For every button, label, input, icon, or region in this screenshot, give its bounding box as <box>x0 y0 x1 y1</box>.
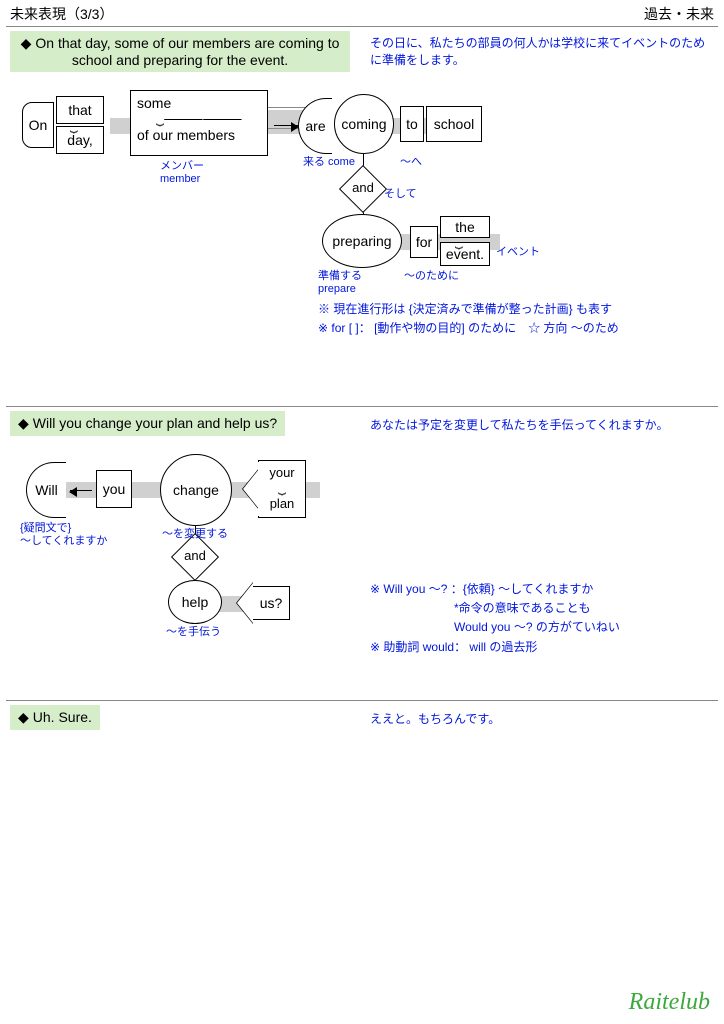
word-some: some <box>137 95 171 111</box>
word-will: Will <box>26 462 66 518</box>
sentence-2-english: Will you change your plan and help us? <box>10 411 285 436</box>
arrow-right <box>274 125 298 126</box>
label-gimon: {疑問文で} 〜してくれますか <box>20 522 107 548</box>
sentence-1-jp: その日に、私たちの部員の何人かは学校に来てイベントのために準備をします。 <box>370 35 710 69</box>
label-event: イベント <box>496 246 540 259</box>
sentence-3-english: Uh. Sure. <box>10 705 100 730</box>
word-and-2: and <box>178 540 212 574</box>
sentence-1: On that day, some of our members are com… <box>0 27 724 336</box>
curly: ⏟ <box>455 234 463 250</box>
label-come: 来る come <box>303 156 355 169</box>
word-and: and <box>346 172 380 206</box>
label-he: 〜へ <box>400 156 422 169</box>
word-the: the <box>440 216 490 238</box>
sentence-1-english: On that day, some of our members are com… <box>10 31 350 72</box>
label-member: メンバーmember <box>160 160 204 186</box>
label-prepare: 準備するprepare <box>318 270 362 296</box>
sentence-2-jp: あなたは予定を変更して私たちを手伝ってくれますか。 <box>370 417 710 434</box>
label-tame: 〜のために <box>404 270 459 283</box>
word-us: us? <box>252 586 290 620</box>
label-henkou: 〜を変更する <box>162 528 228 541</box>
note-2: ※ Will you 〜? ：{依頼} 〜してくれますか *命令の意味であること… <box>370 580 620 657</box>
word-school: school <box>426 106 482 142</box>
footer-logo: Raitelub <box>629 989 710 1016</box>
note-1: ※ 現在進行形は {決定済みで準備が整った計画} も表す ※ for [ ]： … <box>318 300 619 338</box>
sentence-2: Will you change your plan and help us? あ… <box>0 407 724 700</box>
word-some-box: some ⏟⸻⸻ of our members <box>130 90 268 156</box>
word-that: that <box>56 96 104 124</box>
word-change: change <box>160 454 232 526</box>
word-preparing: preparing <box>322 214 402 268</box>
arrow-left <box>70 490 92 491</box>
word-your-plan: your ⏟ plan <box>258 460 306 518</box>
label-soshite: そして <box>384 188 417 201</box>
diagram-2: Will you change 〜を変更する your ⏟ plan {疑問文で… <box>0 440 724 700</box>
word-of-members: of our members <box>137 127 235 143</box>
sentence-3-jp: ええと。もちろんです。 <box>370 711 500 728</box>
sentence-3: Uh. Sure. ええと。もちろんです。 <box>0 701 724 734</box>
word-event: event. <box>440 242 490 266</box>
curly: ⏟ <box>70 118 78 134</box>
word-day: day, <box>56 126 104 154</box>
header-right: 過去・未来 <box>644 4 714 24</box>
header-left: 未来表現（3/3） <box>10 4 113 24</box>
diagram-1: On that ⏟ day, some ⏟⸻⸻ of our members メ… <box>0 76 724 336</box>
word-coming: coming <box>334 94 394 154</box>
word-for: for <box>410 226 438 258</box>
label-tetsudau: 〜を手伝う <box>166 626 221 639</box>
word-help: help <box>168 580 222 624</box>
word-you: you <box>96 470 132 508</box>
word-on: On <box>22 102 54 148</box>
page-header: 未来表現（3/3） 過去・未来 <box>0 0 724 26</box>
word-to: to <box>400 106 424 142</box>
